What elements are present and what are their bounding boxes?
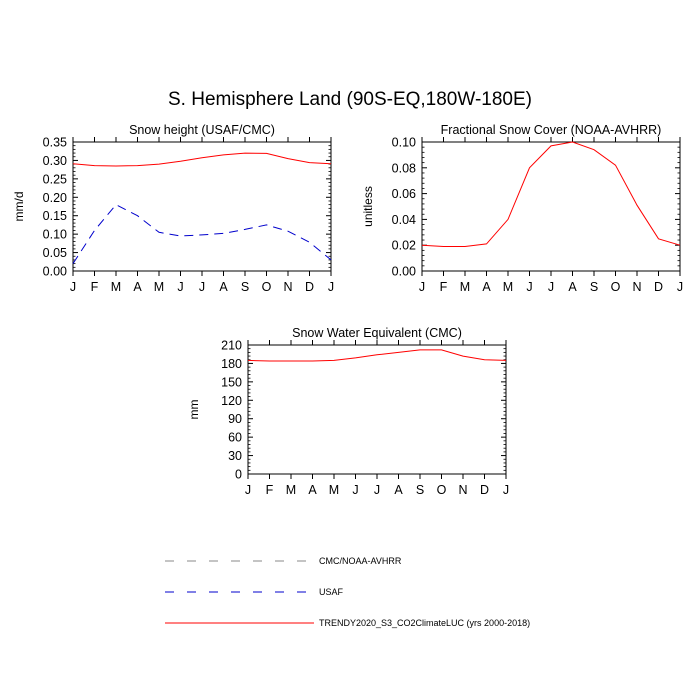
y-tick-label: 90 bbox=[228, 412, 242, 426]
x-tick-label: N bbox=[283, 280, 292, 294]
x-tick-label: S bbox=[241, 280, 249, 294]
x-tick-label: A bbox=[308, 483, 317, 497]
y-tick-label: 0.10 bbox=[392, 136, 416, 150]
y-axis-label: unitless bbox=[361, 186, 375, 227]
x-tick-label: D bbox=[305, 280, 314, 294]
x-tick-label: M bbox=[503, 280, 513, 294]
x-tick-label: J bbox=[177, 280, 183, 294]
x-tick-label: S bbox=[590, 280, 598, 294]
x-tick-label: J bbox=[548, 280, 554, 294]
x-tick-label: M bbox=[111, 280, 121, 294]
x-tick-label: D bbox=[480, 483, 489, 497]
y-tick-label: 150 bbox=[221, 375, 242, 389]
y-tick-label: 60 bbox=[228, 431, 242, 445]
x-tick-label: O bbox=[262, 280, 272, 294]
x-tick-label: O bbox=[611, 280, 621, 294]
y-tick-label: 0.00 bbox=[43, 265, 67, 279]
panel-title: Snow Water Equivalent (CMC) bbox=[292, 326, 462, 340]
series-line-1 bbox=[421, 141, 681, 247]
x-tick-label: A bbox=[219, 280, 228, 294]
x-tick-label: J bbox=[70, 280, 76, 294]
y-axis-label: mm bbox=[187, 400, 201, 420]
x-tick-label: O bbox=[437, 483, 447, 497]
y-tick-label: 0.20 bbox=[43, 191, 67, 205]
x-tick-label: S bbox=[416, 483, 424, 497]
x-tick-label: J bbox=[245, 483, 251, 497]
y-tick-label: 0.30 bbox=[43, 154, 67, 168]
x-tick-label: A bbox=[394, 483, 403, 497]
y-tick-label: 120 bbox=[221, 394, 242, 408]
y-tick-label: 0.02 bbox=[392, 239, 416, 253]
y-tick-label: 0.08 bbox=[392, 161, 416, 175]
x-tick-label: M bbox=[460, 280, 470, 294]
y-tick-label: 0.06 bbox=[392, 187, 416, 201]
x-tick-label: J bbox=[419, 280, 425, 294]
panel-title: Snow height (USAF/CMC) bbox=[129, 123, 275, 137]
y-tick-label: 0.10 bbox=[43, 228, 67, 242]
y-tick-label: 0.00 bbox=[392, 265, 416, 279]
y-axis-label: mm/d bbox=[12, 192, 26, 222]
x-tick-label: F bbox=[440, 280, 448, 294]
chart-panel-2: Fractional Snow Cover (NOAA-AVHRR) unitle… bbox=[361, 123, 683, 294]
series-line-1 bbox=[247, 349, 507, 362]
x-tick-label: F bbox=[91, 280, 99, 294]
panel-title: Fractional Snow Cover (NOAA-AVHRR) bbox=[441, 123, 662, 137]
legend-label-cmc-noaa-avhrr: CMC/NOAA-AVHRR bbox=[319, 556, 402, 566]
y-tick-label: 0.25 bbox=[43, 172, 67, 186]
x-tick-label: A bbox=[482, 280, 491, 294]
series-line-2 bbox=[72, 204, 332, 264]
x-tick-label: A bbox=[133, 280, 142, 294]
y-tick-label: 0 bbox=[235, 468, 242, 482]
series-line-1 bbox=[72, 152, 332, 167]
x-tick-label: J bbox=[328, 280, 334, 294]
legend-label-usaf: USAF bbox=[319, 587, 344, 597]
x-tick-label: M bbox=[154, 280, 164, 294]
x-tick-label: J bbox=[352, 483, 358, 497]
figure-title: S. Hemisphere Land (90S-EQ,180W-180E) bbox=[168, 89, 532, 110]
x-tick-label: J bbox=[199, 280, 205, 294]
x-tick-label: D bbox=[654, 280, 663, 294]
y-tick-label: 30 bbox=[228, 449, 242, 463]
chart-panel-1: Snow height (USAF/CMC) mm/d 0.00 0.05 0.10 0.… bbox=[12, 123, 334, 294]
x-tick-label: F bbox=[266, 483, 274, 497]
y-tick-label: 0.15 bbox=[43, 209, 67, 223]
x-tick-label: J bbox=[677, 280, 683, 294]
y-tick-label: 210 bbox=[221, 339, 242, 353]
y-tick-label: 0.05 bbox=[43, 246, 67, 260]
x-tick-label: M bbox=[329, 483, 339, 497]
y-tick-label: 0.04 bbox=[392, 213, 416, 227]
x-tick-label: A bbox=[568, 280, 577, 294]
chart-panel-3: Snow Water Equivalent (CMC) mm 0 30 60 90 120 1… bbox=[187, 326, 509, 497]
x-tick-label: M bbox=[286, 483, 296, 497]
x-tick-label: J bbox=[374, 483, 380, 497]
x-tick-label: N bbox=[632, 280, 641, 294]
x-tick-label: J bbox=[526, 280, 532, 294]
y-tick-label: 180 bbox=[221, 357, 242, 371]
y-tick-label: 0.35 bbox=[43, 136, 67, 150]
x-tick-label: J bbox=[503, 483, 509, 497]
x-tick-label: N bbox=[458, 483, 467, 497]
legend-label-trendy: TRENDY2020_S3_CO2ClimateLUC (yrs 2000-20… bbox=[319, 618, 531, 628]
